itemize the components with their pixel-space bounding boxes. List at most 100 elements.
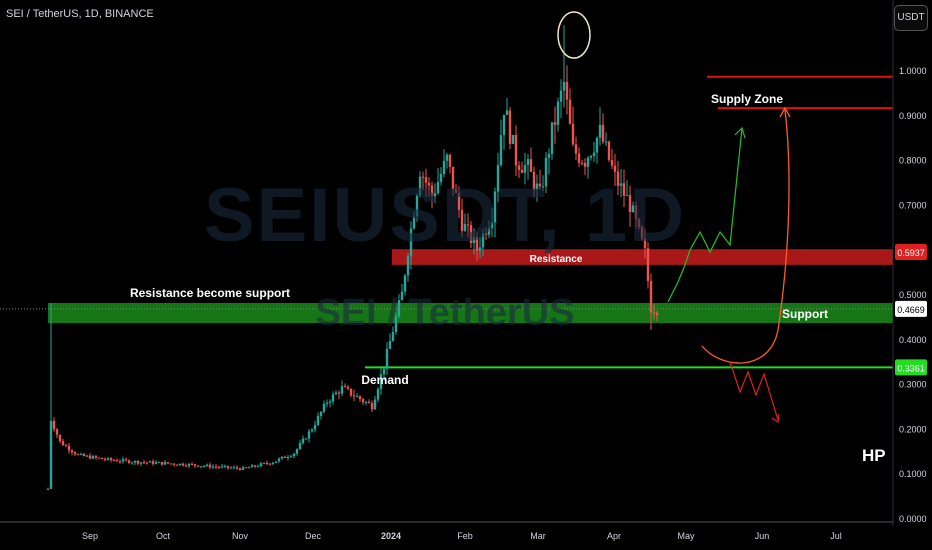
candle [265, 460, 269, 466]
candle [349, 388, 353, 398]
curve-projection-path [701, 109, 790, 364]
candle-body [259, 463, 263, 467]
candle-body [133, 460, 137, 463]
candle-body [181, 463, 185, 466]
candle [487, 220, 491, 239]
candle [394, 312, 398, 335]
candle [571, 106, 575, 147]
candle-body [271, 462, 275, 465]
candle [121, 456, 125, 464]
candle [610, 148, 614, 169]
candle [262, 462, 266, 465]
price-badge: 0.3361 [895, 359, 927, 376]
candle [430, 181, 434, 209]
candle-body [220, 466, 224, 468]
candle [466, 213, 470, 238]
candle [391, 326, 395, 342]
candle-body [100, 457, 104, 460]
candle [655, 310, 659, 322]
candle [142, 460, 146, 465]
currency-unit-button[interactable]: USDT [894, 5, 928, 31]
candle-body [373, 399, 377, 410]
candle-body [601, 124, 605, 142]
demand-label: Demand [361, 373, 409, 387]
candle-body [79, 453, 83, 455]
candle-body [403, 275, 407, 292]
candle [463, 213, 467, 233]
candle-body [94, 456, 98, 458]
candle [214, 464, 218, 470]
candle-body [568, 99, 572, 124]
support-label: Support [782, 307, 828, 321]
candle [388, 333, 392, 350]
candle-body [484, 233, 488, 235]
candle-body [406, 256, 410, 276]
candle [481, 228, 485, 257]
candle [295, 448, 299, 456]
candle-body [166, 462, 170, 464]
candle-body [139, 462, 143, 464]
candle-body [409, 228, 413, 257]
candle [382, 368, 386, 381]
candle [406, 253, 410, 282]
candle [358, 395, 362, 402]
candle [538, 169, 542, 190]
candle-body [442, 160, 446, 175]
price-badge-bg [895, 359, 927, 376]
candle-body [388, 341, 392, 349]
candle [160, 461, 164, 466]
candle [127, 459, 131, 464]
price-tick-label: 0.2000 [899, 424, 927, 434]
candle [613, 154, 617, 186]
candle-body [223, 465, 227, 467]
candle-body [478, 247, 482, 251]
candle-body [565, 81, 569, 100]
candle-body [613, 165, 617, 172]
resistance-support-label: Resistance become support [129, 286, 291, 300]
candle-body [235, 467, 239, 469]
candle [457, 186, 461, 218]
candle [304, 437, 308, 440]
candle [337, 390, 341, 400]
candle-body [67, 446, 71, 451]
candle [271, 461, 275, 466]
candle-body [325, 402, 329, 404]
time-tick-label: Jul [830, 531, 842, 541]
candle-body [217, 466, 221, 468]
candle-body [445, 154, 449, 161]
candle-body [559, 90, 563, 102]
candle [445, 152, 449, 169]
time-tick-label: Feb [457, 531, 473, 541]
candle-body [514, 135, 518, 166]
candle-body [352, 395, 356, 397]
candle-body [376, 389, 380, 400]
candle [580, 159, 584, 166]
candle-body [343, 386, 347, 388]
candle [253, 464, 257, 469]
candle-body [382, 368, 386, 375]
candle [343, 383, 347, 388]
candle-body [640, 226, 644, 239]
candle [268, 463, 272, 466]
candle [70, 449, 74, 456]
candle [556, 97, 560, 132]
candle-body [592, 152, 596, 157]
candle [49, 302, 53, 489]
candle-body [208, 464, 212, 468]
candle [448, 153, 452, 174]
candle [652, 304, 656, 320]
price-tick-label: 0.3000 [899, 380, 927, 390]
candle [565, 65, 569, 115]
candle-body [115, 460, 119, 462]
resistance-label: Resistance [529, 254, 583, 265]
bearish-projection-path [729, 361, 779, 421]
price-tick-label: 0.7000 [899, 200, 927, 210]
candle-body [328, 401, 332, 403]
candle-body [283, 456, 287, 458]
candle [211, 464, 215, 470]
candle [523, 153, 527, 185]
candle-body [646, 248, 650, 281]
candle-body [229, 467, 233, 469]
time-tick-label: Jun [755, 531, 770, 541]
